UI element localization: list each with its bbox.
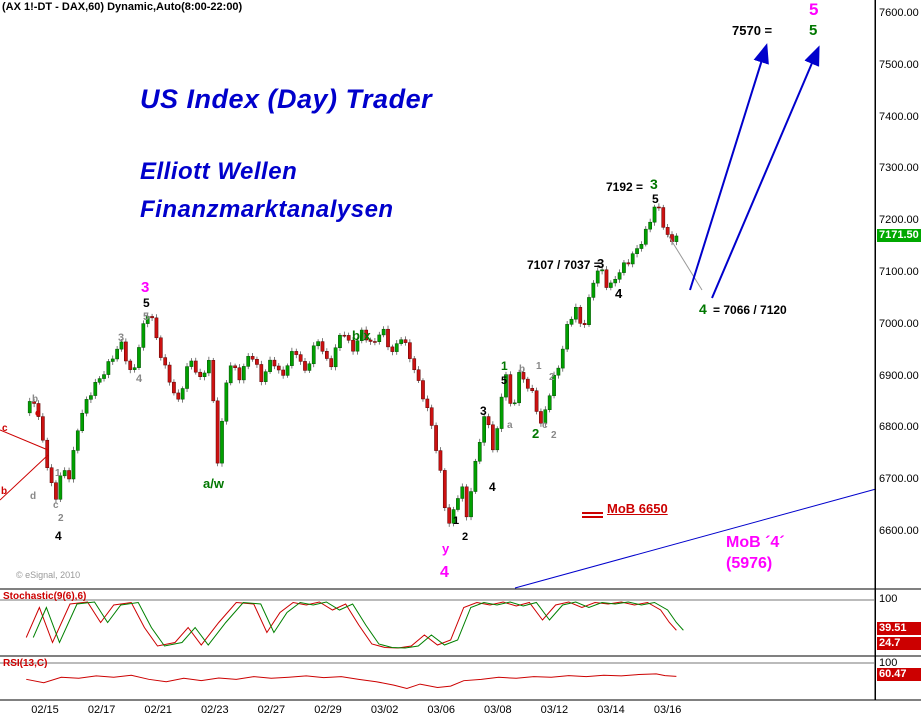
rsi-axis-100: 100 [879, 657, 898, 669]
date-axis-label: 02/17 [87, 704, 116, 716]
price-axis-label: 7300.00 [879, 162, 919, 175]
chart-title: (AX 1!-DT - DAX,60) Dynamic,Auto(8:00-22… [2, 1, 243, 13]
date-axis-label: 03/08 [484, 704, 512, 716]
date-axis-label: 02/27 [257, 704, 286, 716]
rsi-label: RSI(13,C) [3, 658, 48, 669]
price-axis-label: 7100.00 [879, 266, 919, 278]
date-axis-label: 03/02 [370, 704, 399, 716]
price-axis-label: 6700.00 [879, 473, 919, 486]
main-chart-region[interactable] [0, 0, 875, 589]
date-axis[interactable]: 02/15 02/17 02/21 02/23 02/27 02/29 03/02 03/06… [0, 700, 921, 720]
date-axis-label: 02/23 [201, 704, 229, 716]
price-axis-label: 6600.00 [879, 525, 919, 537]
date-axis-label: 03/06 [427, 704, 455, 716]
stochastic-panel[interactable] [0, 590, 875, 656]
date-axis-label: 02/21 [144, 704, 172, 716]
brand-line-3: Finanzmarktanalysen [140, 196, 394, 223]
price-axis-label: 7400.00 [879, 110, 919, 123]
stoch-axis-100: 100 [879, 593, 898, 605]
rsi-badge: 60.47 [877, 668, 921, 681]
price-axis-label: 6900.00 [879, 369, 919, 382]
price-axis-label: 6800.00 [879, 421, 919, 434]
date-axis-label: 02/15 [31, 704, 59, 716]
brand-line-2: Elliott Wellen [140, 158, 298, 185]
stoch-k-badge: 39.51 [877, 622, 921, 635]
brand-line-1: US Index (Day) Trader [140, 84, 433, 114]
date-axis-label: 02/29 [314, 704, 342, 716]
date-axis-label: 03/16 [653, 704, 682, 716]
price-axis-label: 7200.00 [879, 214, 919, 227]
price-axis-label: 7600.00 [879, 7, 919, 19]
date-axis-label: 03/12 [540, 704, 569, 716]
price-axis[interactable]: 7600.00 7500.00 7400.00 7300.00 7200.00 7100.… [875, 0, 921, 700]
stochastic-label: Stochastic(9(6),6) [3, 591, 87, 602]
date-axis-label: 03/14 [597, 704, 625, 716]
stoch-d-badge: 24.7 [877, 637, 921, 650]
last-price-badge: 7171.50 [877, 228, 921, 242]
rsi-panel[interactable] [0, 657, 875, 700]
price-axis-label: 7000.00 [879, 317, 919, 330]
price-axis-label: 7500.00 [879, 58, 919, 71]
